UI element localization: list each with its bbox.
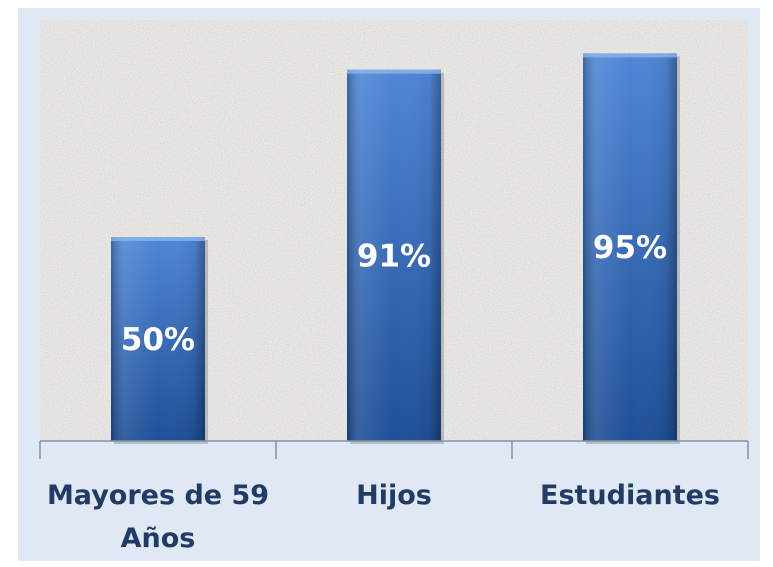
x-tick-label: Hijos: [356, 480, 432, 511]
bar-sheen: [347, 69, 441, 441]
bar-sheen: [111, 237, 205, 441]
chart: Mayores de 59 Años Hijos Estudiantes 50% 91%…: [18, 8, 760, 561]
bar-top-highlight: [583, 53, 677, 58]
bar-3: [583, 53, 680, 445]
bar-top-highlight: [347, 69, 441, 74]
bar-top-highlight: [111, 237, 205, 241]
bar-2: [347, 69, 444, 444]
data-label: 95%: [593, 230, 667, 266]
bar-1: [111, 237, 208, 444]
labels: 50% 91% 95%: [121, 230, 667, 358]
x-axis: Mayores de 59 Años Hijos Estudiantes: [39, 440, 749, 554]
bar-chart: Mayores de 59 Años Hijos Estudiantes 50% 91%…: [39, 20, 749, 554]
bar-sheen: [583, 53, 677, 442]
data-label: 91%: [357, 238, 431, 274]
bars: [111, 53, 680, 445]
x-tick-label: Estudiantes: [540, 480, 720, 511]
data-label: 50%: [121, 322, 195, 358]
x-tick-label: Años: [121, 523, 196, 554]
x-tick-label: Mayores de 59: [47, 480, 269, 511]
